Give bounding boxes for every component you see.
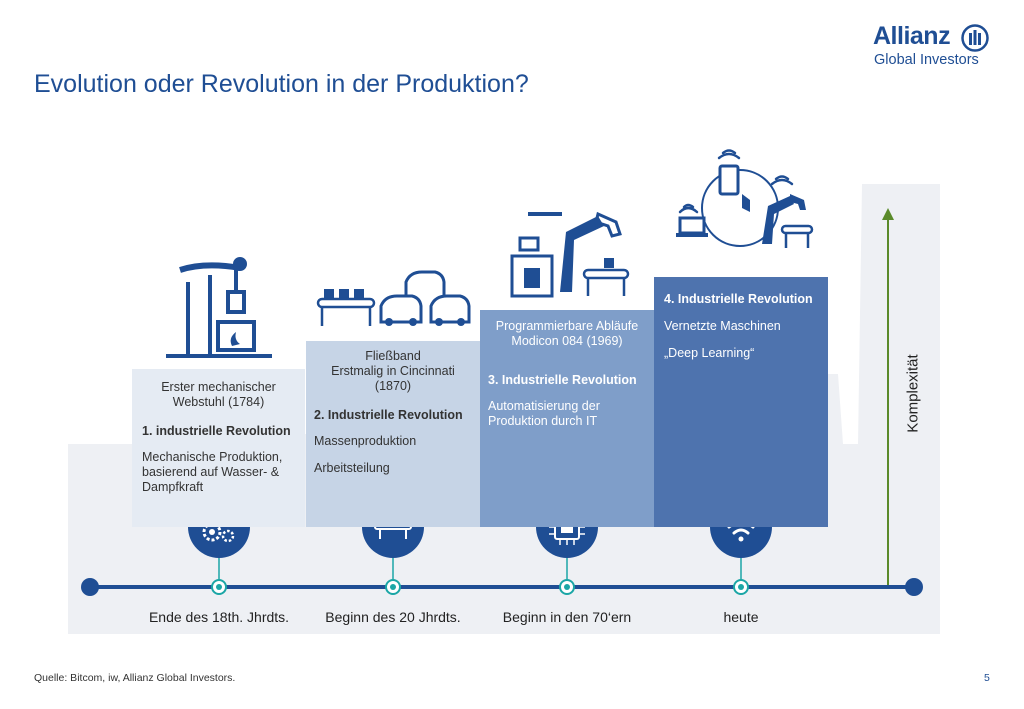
timeline-label-2: Beginn des 20 Jhrdts.	[325, 609, 461, 625]
timeline-marker-3	[559, 579, 575, 595]
eagle-emblem-icon	[961, 24, 989, 52]
page-title: Evolution oder Revolution in der Produkt…	[34, 70, 529, 98]
stage-2-intro-1: Fließband	[365, 349, 421, 363]
logo-subline: Global Investors	[874, 52, 979, 68]
connected-devices-illustration	[676, 149, 814, 248]
timeline-markers	[211, 579, 749, 595]
stage-2-desc-2: Arbeitsteilung	[314, 461, 390, 475]
stage-2-desc-1: Massenproduktion	[314, 434, 417, 448]
oil-pump-illustration	[166, 257, 272, 358]
stage-3-heading: 3. Industrielle Revolution	[488, 373, 637, 387]
stage-box-1: Erster mechanischer Webstuhl (1784) 1. i…	[132, 369, 305, 527]
allianz-logo: Allianz Global Investors	[873, 22, 993, 72]
stage-1-heading: 1. industrielle Revolution	[142, 424, 291, 438]
stage-4-desc-2: „Deep Learning“	[664, 346, 755, 360]
source-note: Quelle: Bitcom, iw, Allianz Global Inves…	[34, 672, 236, 684]
industrial-robot-illustration	[510, 211, 630, 298]
stage-4-desc-1: Vernetzte Maschinen	[664, 319, 781, 333]
stage-1-intro-1: Erster mechanischer	[161, 380, 276, 394]
stage-3-intro-2: Modicon 084 (1969)	[511, 334, 623, 348]
stage-4-heading: 4. Industrielle Revolution	[664, 292, 813, 306]
stage-2-intro-2: Erstmalig in Cincinnati	[331, 364, 455, 378]
page-number: 5	[984, 672, 990, 684]
complexity-axis-label: Komplexität	[904, 354, 922, 433]
stage-3-desc: Automatisierung der Produktion durch IT	[488, 399, 600, 428]
stage-2-heading: 2. Industrielle Revolution	[314, 408, 463, 422]
stage-box-3: Programmierbare Abläufe Modicon 084 (196…	[480, 310, 654, 527]
logo-wordmark: Allianz	[873, 22, 951, 50]
complexity-arrow	[882, 208, 894, 588]
stage-1-desc: Mechanische Produktion, basierend auf Wa…	[142, 450, 283, 494]
stage-box-4: 4. Industrielle Revolution Vernetzte Mas…	[654, 277, 828, 527]
timeline	[81, 578, 923, 596]
timeline-marker-1	[211, 579, 227, 595]
stage-2-intro-3: (1870)	[374, 379, 412, 393]
timeline-label-1: Ende des 18th. Jhrdts.	[148, 609, 290, 625]
stage-box-2: Fließband Erstmalig in Cincinnati (1870)…	[306, 341, 480, 527]
stage-1-intro-2: Webstuhl (1784)	[172, 395, 265, 409]
marker-stems	[218, 556, 742, 580]
assembly-line-illustration	[316, 270, 471, 326]
timeline-label-4: heute	[723, 609, 759, 625]
stage-3-intro-1: Programmierbare Abläufe	[495, 319, 639, 333]
timeline-marker-2	[385, 579, 401, 595]
timeline-marker-4	[733, 579, 749, 595]
timeline-label-3: Beginn in den 70‘ern	[502, 609, 632, 625]
